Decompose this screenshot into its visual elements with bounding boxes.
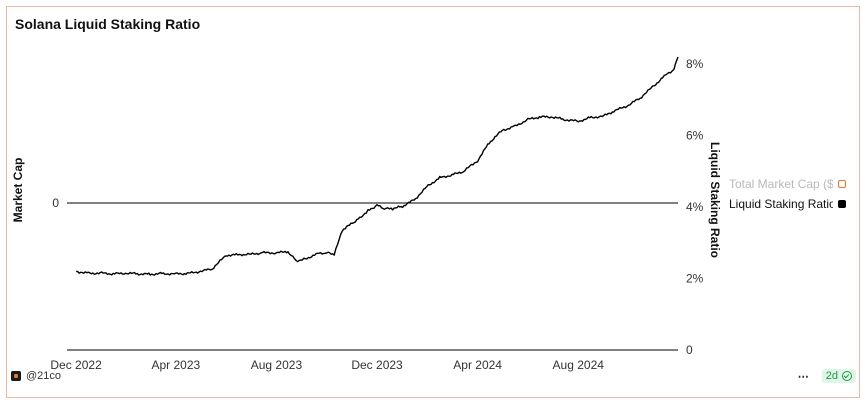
y-left-tick-label: 0 — [52, 196, 59, 210]
legend-swatch-filled — [838, 200, 846, 208]
series-line-liquid-staking-ratio — [76, 56, 679, 276]
brand-logo-icon — [11, 371, 21, 381]
chart-title: Solana Liquid Staking Ratio — [15, 16, 201, 32]
x-tick-label: Aug 2024 — [553, 358, 605, 372]
x-tick-label: Dec 2023 — [351, 358, 403, 372]
x-tick-label: Dec 2022 — [50, 358, 102, 372]
legend-item-liquid-staking-ratio[interactable]: Liquid Staking Ratio — [722, 194, 846, 214]
source-handle: @21co — [26, 370, 62, 382]
legend: Total Market Cap ($) Liquid Staking Rati… — [722, 174, 846, 214]
refresh-badge[interactable]: 2d — [821, 369, 856, 383]
y-right-tick-label: 2% — [686, 272, 704, 286]
source-attribution[interactable]: @21co — [11, 370, 61, 382]
y-right-tick-label: 0 — [686, 343, 693, 357]
y-right-tick-label: 4% — [686, 200, 704, 214]
x-tick-label: Aug 2023 — [251, 358, 303, 372]
legend-label: Liquid Staking Ratio — [729, 197, 833, 211]
x-tick-label: Apr 2023 — [151, 358, 200, 372]
legend-swatch-outline — [838, 180, 846, 188]
chart-card: Solana Liquid Staking Ratio — [6, 6, 860, 398]
y-right-tick-label: 8% — [686, 57, 704, 71]
x-tick-label: Apr 2024 — [453, 358, 502, 372]
refresh-interval: 2d — [825, 370, 838, 382]
legend-item-total-market-cap[interactable]: Total Market Cap ($) — [722, 174, 846, 194]
footer-actions: ⋯ 2d — [798, 369, 856, 383]
y-right-tick-label: 6% — [686, 129, 704, 143]
check-circle-icon — [842, 371, 852, 381]
more-options-button[interactable]: ⋯ — [797, 370, 810, 383]
legend-label: Total Market Cap ($) — [729, 177, 833, 191]
